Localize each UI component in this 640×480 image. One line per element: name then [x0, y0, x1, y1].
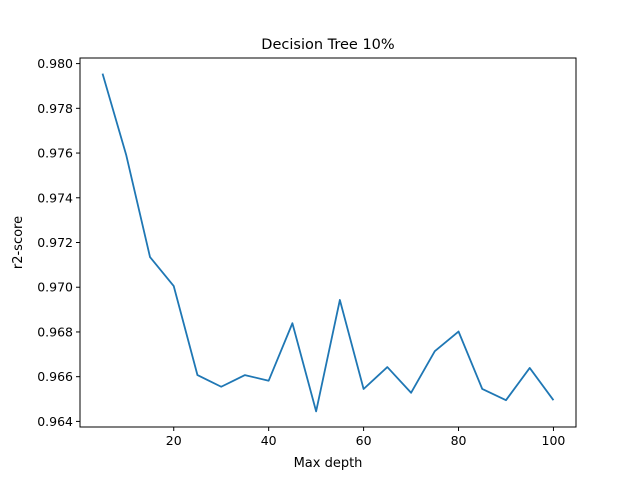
y-tick-label-4: 0.972: [37, 235, 73, 250]
y-tick-label-8: 0.980: [37, 56, 73, 71]
y-tick-label-0: 0.964: [37, 414, 73, 429]
x-axis-label: Max depth: [294, 456, 363, 471]
chart-title: Decision Tree 10%: [261, 37, 394, 53]
y-axis-ticks: 0.964 0.966 0.968 0.970 0.972 0.974 0.976 0.978…: [37, 56, 80, 429]
y-tick-label-2: 0.968: [37, 324, 73, 339]
y-tick-label-1: 0.966: [37, 369, 73, 384]
x-axis-ticks: 20 40 60 80 100: [166, 427, 566, 448]
plot-lines: [101, 73, 555, 413]
y-tick-label-3: 0.970: [37, 280, 73, 295]
plot-frame: [79, 57, 577, 428]
series-line-0: [101, 73, 555, 413]
y-tick-label-6: 0.976: [37, 146, 73, 161]
x-tick-label-2: 60: [356, 433, 372, 448]
x-tick-label-4: 100: [542, 433, 566, 448]
x-tick-label-0: 20: [166, 433, 182, 448]
y-tick-label-7: 0.978: [37, 101, 73, 116]
x-tick-label-3: 80: [451, 433, 467, 448]
y-axis-label: r2-score: [11, 216, 26, 269]
x-tick-label-1: 40: [261, 433, 277, 448]
y-tick-label-5: 0.974: [37, 190, 73, 205]
